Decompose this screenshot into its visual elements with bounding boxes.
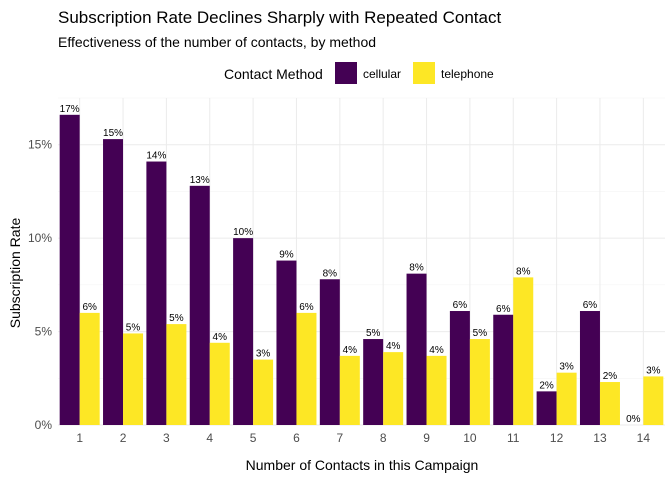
y-tick-label: 15% bbox=[28, 138, 52, 152]
legend-label-cellular: cellular bbox=[363, 67, 401, 81]
bar-label-cellular-13: 6% bbox=[583, 300, 598, 311]
bar-telephone-10 bbox=[469, 339, 490, 425]
x-tick-label: 11 bbox=[507, 431, 520, 445]
bar-label-telephone-12: 3% bbox=[559, 362, 574, 373]
x-tick-label: 8 bbox=[380, 431, 387, 445]
legend: Contact Method cellular telephone bbox=[224, 62, 494, 84]
y-tick-label: 5% bbox=[35, 325, 53, 339]
x-tick-label: 5 bbox=[250, 431, 257, 445]
bar-cellular-7 bbox=[319, 279, 340, 425]
bar-labels: 17% 15% 14% 13% 10% 9% 8% 5% 8% 6% 6% 2% 6% 0% 6% 5% 5% 4… bbox=[60, 104, 661, 425]
bar-cellular-13 bbox=[579, 311, 600, 425]
bar-label-cellular-8: 5% bbox=[366, 328, 381, 339]
bar-label-cellular-1: 17% bbox=[60, 104, 80, 115]
bars bbox=[59, 114, 664, 426]
bar-label-cellular-14: 0% bbox=[626, 414, 641, 425]
bar-label-cellular-3: 14% bbox=[146, 151, 166, 162]
bar-label-cellular-6: 9% bbox=[279, 250, 294, 261]
bar-label-telephone-7: 4% bbox=[343, 345, 358, 356]
bar-cellular-4 bbox=[189, 185, 210, 425]
bar-label-cellular-10: 6% bbox=[453, 300, 468, 311]
bar-telephone-9 bbox=[426, 355, 447, 425]
bar-cellular-11 bbox=[493, 314, 514, 425]
bar-label-telephone-1: 6% bbox=[82, 302, 97, 313]
bar-label-cellular-2: 15% bbox=[103, 128, 123, 139]
x-tick-label: 3 bbox=[163, 431, 170, 445]
x-tick-label: 14 bbox=[637, 431, 651, 445]
bar-telephone-7 bbox=[339, 355, 360, 425]
bar-label-cellular-9: 8% bbox=[409, 263, 424, 274]
bar-label-cellular-12: 2% bbox=[539, 380, 554, 391]
bar-label-cellular-4: 13% bbox=[190, 175, 210, 186]
plot-area: 17% 15% 14% 13% 10% 9% 8% 5% 8% 6% 6% 2% 6% 0% 6% 5% 5% 4… bbox=[58, 97, 665, 426]
bar-telephone-6 bbox=[296, 312, 317, 425]
bar-label-telephone-14: 3% bbox=[646, 365, 661, 376]
bar-telephone-1 bbox=[79, 312, 100, 425]
bar-label-telephone-5: 3% bbox=[256, 349, 271, 360]
bar-label-cellular-7: 8% bbox=[323, 268, 338, 279]
x-tick-label: 2 bbox=[120, 431, 127, 445]
bar-telephone-14 bbox=[643, 376, 664, 425]
bar-telephone-13 bbox=[599, 382, 620, 425]
bar-cellular-8 bbox=[363, 339, 384, 425]
bar-cellular-12 bbox=[536, 391, 557, 425]
bar-label-telephone-2: 5% bbox=[126, 322, 141, 333]
legend-swatch-telephone bbox=[413, 62, 435, 84]
y-tick-label: 10% bbox=[28, 231, 52, 245]
x-tick-label: 9 bbox=[423, 431, 430, 445]
bar-cellular-2 bbox=[103, 139, 124, 425]
bar-label-telephone-8: 4% bbox=[386, 341, 401, 352]
legend-swatch-cellular bbox=[335, 62, 357, 84]
x-axis: 1 2 3 4 5 6 7 8 9 10 11 12 13 14 bbox=[76, 431, 650, 445]
x-axis-title: Number of Contacts in this Campaign bbox=[246, 457, 479, 473]
bar-telephone-11 bbox=[513, 277, 534, 425]
x-tick-label: 6 bbox=[293, 431, 300, 445]
legend-title: Contact Method bbox=[224, 66, 323, 82]
bar-label-telephone-3: 5% bbox=[169, 313, 184, 324]
y-axis: 0% 5% 10% 15% bbox=[28, 138, 52, 432]
bar-cellular-9 bbox=[406, 273, 427, 425]
bar-label-cellular-5: 10% bbox=[233, 227, 253, 238]
bar-label-telephone-13: 2% bbox=[603, 371, 618, 382]
bar-label-telephone-9: 4% bbox=[429, 345, 444, 356]
x-tick-label: 7 bbox=[336, 431, 343, 445]
bar-cellular-6 bbox=[276, 260, 297, 425]
bar-label-telephone-11: 8% bbox=[516, 266, 531, 277]
x-tick-label: 1 bbox=[76, 431, 83, 445]
bar-telephone-3 bbox=[166, 324, 187, 425]
x-tick-label: 13 bbox=[593, 431, 607, 445]
x-tick-label: 4 bbox=[206, 431, 213, 445]
bar-telephone-12 bbox=[556, 372, 577, 425]
bar-cellular-1 bbox=[59, 114, 80, 426]
bar-telephone-2 bbox=[123, 333, 144, 425]
bar-label-telephone-4: 4% bbox=[213, 332, 228, 343]
bar-label-telephone-6: 6% bbox=[299, 302, 314, 313]
y-axis-title: Subscription Rate bbox=[7, 218, 23, 329]
bar-cellular-3 bbox=[146, 161, 167, 425]
legend-label-telephone: telephone bbox=[441, 67, 494, 81]
x-tick-label: 12 bbox=[550, 431, 564, 445]
bar-cellular-5 bbox=[233, 238, 254, 425]
bar-telephone-5 bbox=[253, 359, 274, 425]
bar-telephone-4 bbox=[209, 342, 230, 425]
chart-subtitle: Effectiveness of the number of contacts,… bbox=[58, 34, 376, 50]
bar-label-telephone-10: 5% bbox=[473, 328, 488, 339]
x-tick-label: 10 bbox=[463, 431, 477, 445]
chart-title: Subscription Rate Declines Sharply with … bbox=[58, 8, 501, 27]
y-tick-label: 0% bbox=[35, 418, 53, 432]
bar-label-cellular-11: 6% bbox=[496, 304, 511, 315]
bar-cellular-10 bbox=[449, 311, 470, 425]
bar-telephone-8 bbox=[383, 352, 404, 425]
